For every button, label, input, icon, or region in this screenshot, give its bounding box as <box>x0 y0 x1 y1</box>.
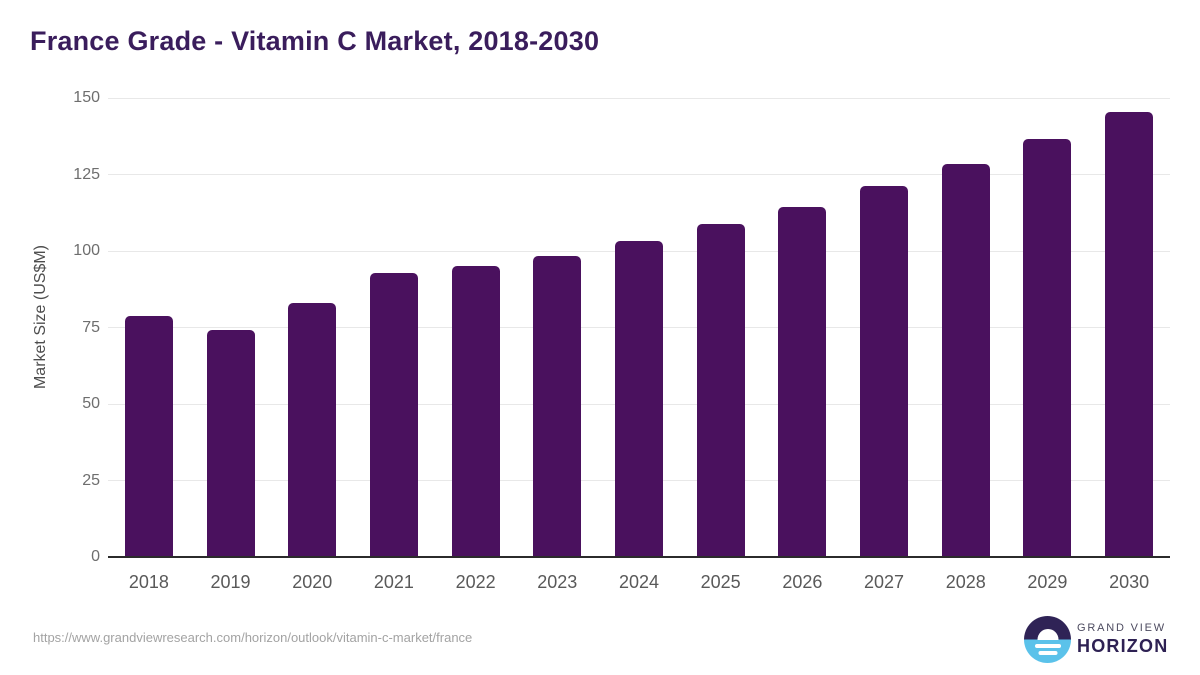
y-tick-label-125: 125 <box>73 165 100 183</box>
x-tick-label-2022: 2022 <box>455 572 496 592</box>
gridline-150 <box>108 97 1170 99</box>
x-tick-label-2028: 2028 <box>945 572 986 592</box>
bar-2028[interactable] <box>941 163 990 557</box>
gridline-125 <box>108 174 1170 175</box>
logo-text: GRAND VIEW HORIZON <box>1077 622 1168 657</box>
bar-2025[interactable] <box>696 224 745 557</box>
bar-2023[interactable] <box>533 255 582 557</box>
x-tick-label-2029: 2029 <box>1027 572 1068 592</box>
bar-slot-2023 <box>516 98 598 557</box>
y-tick-label-25: 25 <box>82 471 100 489</box>
logo-text-grand-view: GRAND VIEW <box>1077 622 1166 634</box>
x-tick-label-2019: 2019 <box>210 572 251 592</box>
bar-2029[interactable] <box>1023 139 1072 557</box>
horizon-reflection-stripe <box>1038 651 1057 655</box>
bar-2026[interactable] <box>778 206 827 557</box>
x-tick-label-2020: 2020 <box>292 572 333 592</box>
bar-slot-2022 <box>435 98 517 557</box>
x-tick-label-2021: 2021 <box>373 572 414 592</box>
y-tick-label-50: 50 <box>82 395 100 412</box>
x-tick-label-2018: 2018 <box>128 572 169 592</box>
horizon-sun-dome <box>1037 629 1058 640</box>
y-tick-label-0: 0 <box>91 548 100 565</box>
grandview-horizon-logo: GRAND VIEW HORIZON <box>1024 616 1168 663</box>
x-tick-label-2023: 2023 <box>537 572 578 592</box>
bar-slot-2020 <box>271 98 353 557</box>
bar-2030[interactable] <box>1105 111 1154 557</box>
horizon-reflection-stripe <box>1034 643 1061 648</box>
x-tick-label-2026: 2026 <box>782 572 823 592</box>
y-tick-label-150: 150 <box>73 89 100 106</box>
x-tick-label-2027: 2027 <box>864 572 905 592</box>
x-tick-label-2024: 2024 <box>618 572 659 592</box>
bar-slot-2027 <box>843 98 925 557</box>
bar-slot-2018 <box>108 98 190 557</box>
plot-area <box>108 97 1170 558</box>
chart-title: France Grade - Vitamin C Market, 2018-20… <box>30 26 600 56</box>
logo-text-horizon: HORIZON <box>1077 636 1169 656</box>
y-axis-title: Market Size (US$M) <box>32 244 49 390</box>
bar-2022[interactable] <box>451 265 500 557</box>
bar-2021[interactable] <box>369 272 418 557</box>
y-tick-label-100: 100 <box>73 242 100 259</box>
bar-slot-2029 <box>1007 98 1089 557</box>
bars-row <box>108 98 1170 557</box>
horizon-sunrise-icon <box>1024 616 1071 663</box>
bar-2024[interactable] <box>614 240 663 557</box>
bar-slot-2028 <box>925 98 1007 557</box>
y-tick-label-75: 75 <box>82 318 100 336</box>
bar-2020[interactable] <box>288 303 337 557</box>
x-axis-tick-labels: 2018 2019 2020 2021 2022 2023 2024 2025 2026 2027… <box>108 572 1170 593</box>
bar-slot-2019 <box>190 98 272 557</box>
bar-2019[interactable] <box>206 330 255 557</box>
x-tick-label-2025: 2025 <box>700 572 741 592</box>
bar-slot-2024 <box>598 98 680 557</box>
bar-slot-2025 <box>680 98 762 557</box>
source-url: https://www.grandviewresearch.com/horizo… <box>33 630 473 645</box>
bar-slot-2030 <box>1088 98 1170 557</box>
bar-2027[interactable] <box>860 185 909 557</box>
bar-slot-2026 <box>762 98 844 557</box>
bar-2018[interactable] <box>124 315 173 557</box>
x-axis-line <box>108 556 1170 558</box>
x-tick-label-2030: 2030 <box>1109 572 1150 592</box>
bar-slot-2021 <box>353 98 435 557</box>
